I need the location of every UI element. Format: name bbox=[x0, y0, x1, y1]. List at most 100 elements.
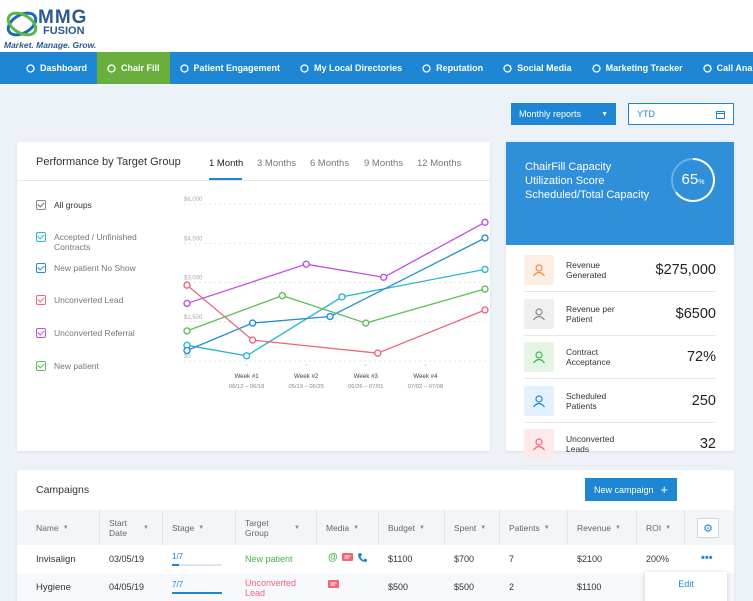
row-menu: Edit bbox=[645, 572, 727, 601]
tab-indicator bbox=[209, 178, 242, 180]
column-label: Target Group bbox=[245, 518, 269, 538]
kpi-icon bbox=[524, 385, 554, 416]
legend-item[interactable]: New patient bbox=[36, 361, 156, 371]
nav-label: Call Analysis bbox=[716, 63, 753, 73]
data-point bbox=[183, 346, 191, 355]
kpi-value: 250 bbox=[691, 392, 716, 409]
media-sms-icon bbox=[328, 580, 339, 588]
data-point bbox=[379, 273, 388, 281]
y-tick-label: $1,500 bbox=[184, 315, 203, 321]
column-label: ROI bbox=[646, 523, 662, 533]
cell-start: 04/05/19 bbox=[109, 582, 145, 592]
nav-item[interactable]: Social Media bbox=[493, 52, 582, 84]
y-tick-label: $6,000 bbox=[184, 197, 203, 203]
kpi-icon-shape bbox=[533, 394, 545, 407]
capacity-header: ChairFill Capacity Utilization Score Sch… bbox=[506, 142, 734, 245]
chart: $0 $1,500 $3,000 $4,500 $6,000 Week #1 06/12 –… bbox=[183, 197, 489, 390]
period-tab[interactable]: 6 Months bbox=[310, 158, 350, 169]
new-campaign-button[interactable]: New campaign + bbox=[585, 478, 677, 501]
column-header[interactable]: Name ▼ bbox=[36, 517, 96, 539]
sort-caret: ▼ bbox=[665, 525, 672, 531]
stage-progress bbox=[172, 564, 222, 566]
x-tick-date: 07/02 – 07/08 bbox=[408, 384, 443, 390]
cell-start: 03/05/19 bbox=[109, 554, 145, 564]
main-nav: Dashboard Chair Fill Patient Engagement My … bbox=[0, 52, 753, 84]
period-tab[interactable]: 3 Months bbox=[257, 158, 297, 169]
nav-label: Reputation bbox=[436, 63, 484, 73]
button-label: New campaign bbox=[594, 484, 654, 495]
nav-item[interactable]: Call Analysis bbox=[693, 52, 753, 84]
kpi-icon bbox=[524, 255, 554, 285]
column-header[interactable]: Patients ▼ bbox=[509, 517, 559, 539]
x-tick-date: 05/19 – 06/25 bbox=[288, 384, 323, 390]
kpi-icon-body bbox=[533, 402, 545, 407]
capacity-title-line: Utilization Score bbox=[525, 175, 605, 187]
period-tab[interactable]: 1 Month bbox=[209, 158, 244, 169]
legend-checkbox bbox=[36, 328, 46, 338]
kpi-icon-shape bbox=[533, 307, 545, 320]
legend-label: New patient bbox=[54, 361, 99, 371]
logo-mark bbox=[6, 11, 38, 37]
legend-label: New patient No Show bbox=[54, 263, 136, 273]
menu-item[interactable]: Edit bbox=[678, 579, 694, 589]
legend-item[interactable]: Unconverted Referral bbox=[36, 328, 156, 338]
column-header[interactable]: Target Group ▼ bbox=[245, 517, 300, 539]
nav-item[interactable]: Chair Fill bbox=[97, 52, 170, 84]
column-header[interactable]: Revenue ▼ bbox=[577, 517, 627, 539]
kpi-row: Revenue per Patient $6500 bbox=[524, 293, 716, 336]
column-header[interactable]: Spent ▼ bbox=[454, 517, 494, 539]
nav-icon-shape bbox=[591, 63, 601, 73]
sort-caret: ▼ bbox=[480, 525, 487, 531]
nav-icon-shape bbox=[26, 63, 35, 73]
column-header[interactable]: Stage ▼ bbox=[172, 517, 222, 539]
legend-item[interactable]: Unconverted Lead bbox=[36, 295, 156, 305]
nav-label: Marketing Tracker bbox=[605, 63, 683, 73]
data-point bbox=[481, 265, 489, 274]
header: MMG FUSION Market. Manage. Grow. bbox=[0, 0, 753, 52]
data-point bbox=[183, 327, 191, 335]
legend-item[interactable]: Accepted / Unfinished Contracts bbox=[36, 232, 156, 252]
cell-name: Invisalign bbox=[36, 554, 76, 565]
column-header[interactable]: Start Date ▼ bbox=[109, 517, 149, 539]
cell-patients: 7 bbox=[509, 554, 515, 564]
kpi-icon-head bbox=[535, 307, 543, 316]
column-header[interactable]: ROI ▼ bbox=[646, 517, 676, 539]
nav-icon bbox=[26, 63, 35, 73]
nav-item[interactable]: Dashboard bbox=[16, 52, 97, 84]
column-header[interactable]: Media ▼ bbox=[326, 517, 371, 539]
row-menu-button[interactable]: ••• bbox=[701, 552, 713, 564]
legend-all[interactable]: All groups bbox=[36, 200, 156, 210]
cell-stage: 1/7 bbox=[172, 552, 184, 561]
column-label: Stage bbox=[172, 523, 195, 533]
column-separator bbox=[636, 510, 637, 545]
series-line bbox=[186, 237, 486, 352]
nav-icon bbox=[591, 63, 601, 73]
report-select-label: Monthly reports bbox=[519, 109, 582, 119]
cell-stage: 7/7 bbox=[172, 580, 184, 589]
column-label: Spent bbox=[454, 523, 477, 533]
data-point bbox=[183, 281, 191, 289]
legend-checkbox bbox=[36, 232, 46, 242]
kpi-row: Unconverted Leads 32 bbox=[524, 423, 716, 466]
column-header[interactable]: Budget ▼ bbox=[388, 517, 438, 539]
nav-item[interactable]: My Local Directories bbox=[290, 52, 412, 84]
nav-item[interactable]: Patient Engagement bbox=[170, 52, 291, 84]
period-tab[interactable]: 12 Months bbox=[417, 158, 462, 169]
x-tick-date: 06/26 – 07/01 bbox=[348, 384, 383, 390]
kpi-icon bbox=[524, 298, 554, 329]
series-line bbox=[186, 221, 486, 305]
logo-name: MMG bbox=[38, 7, 88, 28]
legend-item[interactable]: New patient No Show bbox=[36, 263, 156, 273]
logo-sub: FUSION bbox=[43, 25, 85, 37]
sort-caret: ▼ bbox=[418, 525, 425, 531]
kpi-value: 32 bbox=[699, 436, 716, 452]
report-select[interactable]: Monthly reports ▼ bbox=[511, 103, 616, 125]
cell-spent: $700 bbox=[454, 554, 475, 564]
period-tab[interactable]: 9 Months bbox=[364, 158, 404, 169]
nav-item[interactable]: Marketing Tracker bbox=[582, 52, 693, 84]
period-input[interactable]: YTD bbox=[628, 103, 734, 125]
settings-button[interactable]: ⚙ bbox=[697, 518, 719, 538]
nav-item[interactable]: Reputation bbox=[412, 52, 493, 84]
sort-caret: ▼ bbox=[198, 525, 205, 531]
